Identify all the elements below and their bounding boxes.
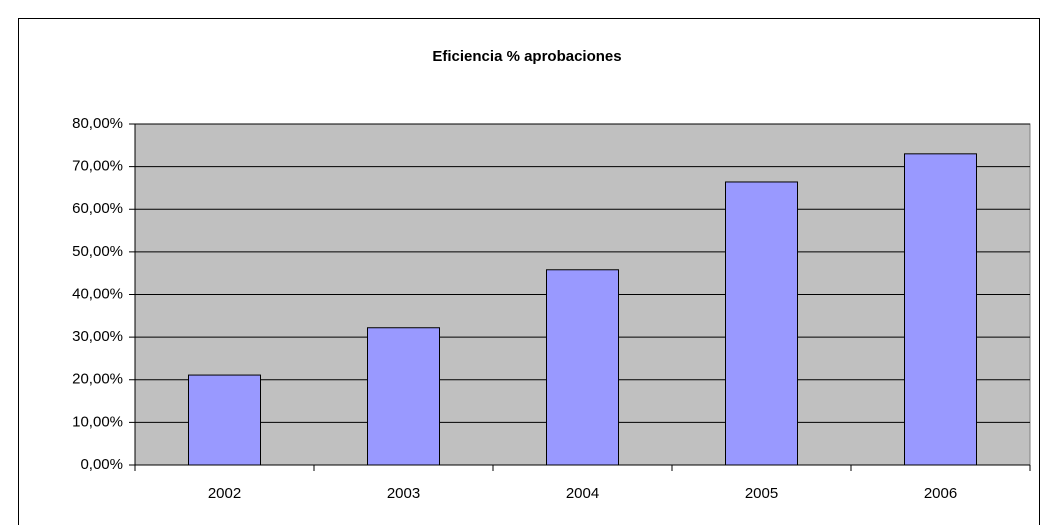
y-tick-label: 80,00% [72,115,123,132]
bar [188,374,261,466]
bar [725,181,798,466]
y-tick-label: 10,00% [72,413,123,430]
x-tick-label: 2002 [208,485,241,502]
chart-title: Eficiencia % aprobaciones [432,48,621,65]
y-tick-label: 70,00% [72,158,123,175]
y-tick-label: 40,00% [72,285,123,302]
bar [904,153,977,466]
bar [546,269,619,466]
x-tick-label: 2003 [387,485,420,502]
y-tick-label: 60,00% [72,200,123,217]
x-tick-label: 2004 [566,485,599,502]
y-tick-label: 0,00% [80,456,123,473]
y-tick-label: 20,00% [72,371,123,388]
y-tick-label: 30,00% [72,328,123,345]
x-tick-label: 2005 [745,485,778,502]
y-tick-label: 50,00% [72,243,123,260]
x-tick-label: 2006 [924,485,957,502]
bar [367,327,440,466]
